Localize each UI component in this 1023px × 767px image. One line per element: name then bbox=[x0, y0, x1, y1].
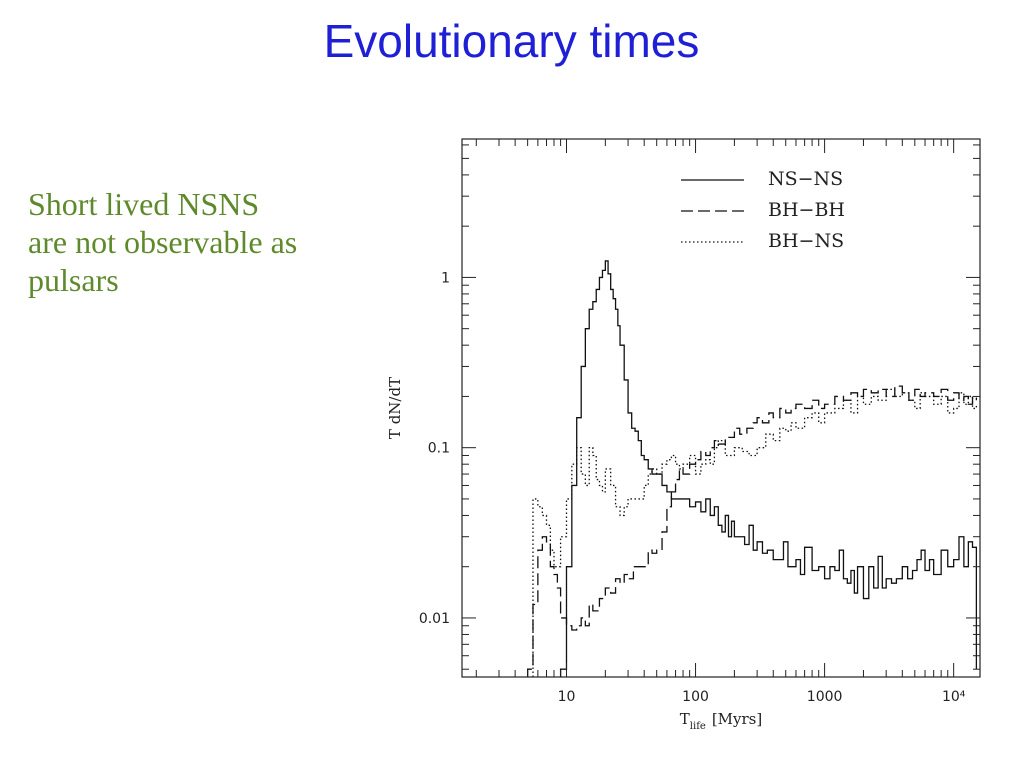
y-tick-label: 0.1 bbox=[428, 441, 450, 457]
legend: NS−NS BH−BH BH−NS bbox=[681, 168, 845, 252]
page-title: Evolutionary times bbox=[323, 15, 700, 67]
x-axis-label-sub: life bbox=[690, 721, 706, 732]
plot-lines bbox=[526, 260, 978, 677]
x-tick-label: 10 bbox=[558, 689, 576, 705]
slide-note: Short lived NSNS are not observable as p… bbox=[28, 185, 408, 299]
x-tick-label: 10⁴ bbox=[942, 689, 966, 705]
tick-labels: 10 100 1000 10⁴ 0.01 0.1 1 bbox=[419, 270, 966, 705]
y-axis-label: T dN/dT bbox=[386, 377, 404, 439]
series-line bbox=[559, 260, 978, 677]
series-line bbox=[532, 388, 978, 677]
x-axis-label: Tlife [Myrs] bbox=[680, 710, 762, 732]
axis-ticks bbox=[462, 139, 980, 677]
note-line: Short lived NSNS bbox=[28, 186, 260, 222]
x-axis-label-main: T bbox=[680, 710, 690, 728]
note-line: are not observable as bbox=[28, 224, 298, 260]
legend-label: BH−BH bbox=[768, 199, 845, 221]
legend-label: BH−NS bbox=[768, 230, 844, 252]
x-axis-label-unit: [Myrs] bbox=[712, 710, 762, 728]
series-line bbox=[526, 385, 978, 677]
x-tick-label: 100 bbox=[682, 689, 709, 705]
y-tick-label: 0.01 bbox=[419, 611, 450, 627]
legend-label: NS−NS bbox=[768, 168, 843, 190]
y-tick-label: 1 bbox=[441, 270, 450, 286]
note-line: pulsars bbox=[28, 262, 119, 298]
x-tick-label: 1000 bbox=[807, 689, 843, 705]
plot-frame bbox=[461, 138, 981, 678]
